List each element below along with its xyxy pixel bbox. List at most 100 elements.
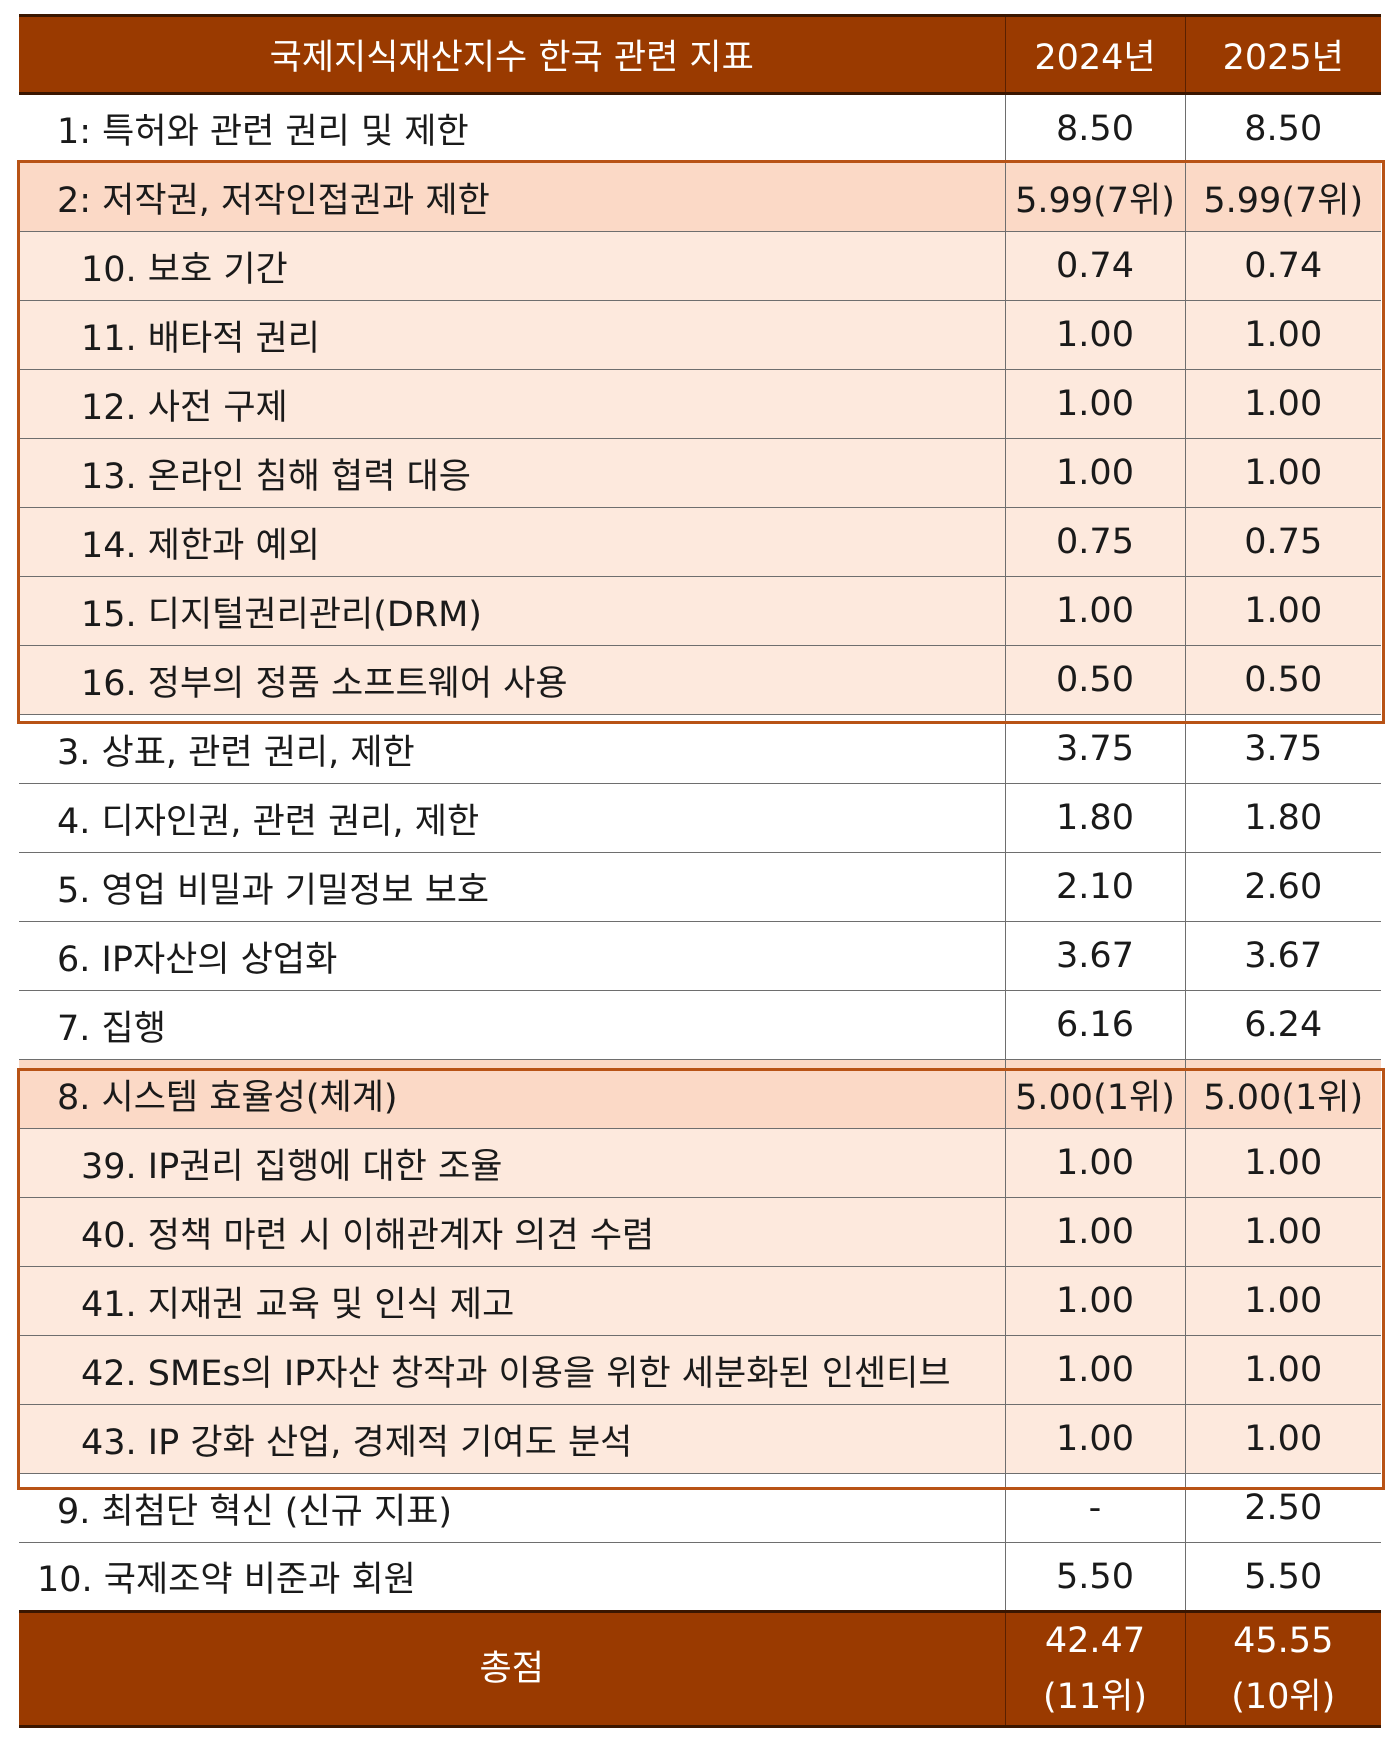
row-value-2025: 0.74 [1184, 231, 1381, 301]
row-value-2024: 1.00 [1004, 1266, 1185, 1336]
row-label: 41. 지재권 교육 및 인식 제고 [19, 1266, 1005, 1336]
row-value-2024: 1.00 [1004, 1197, 1185, 1267]
table-row: 9. 최첨단 혁신 (신규 지표) - 2.50 [19, 1473, 1381, 1543]
table-row: 14. 제한과 예외 0.75 0.75 [19, 507, 1381, 577]
table-row: 4. 디자인권, 관련 권리, 제한 1.80 1.80 [19, 783, 1381, 853]
row-value-2025: 0.50 [1184, 645, 1381, 715]
row-value-2025: 1.00 [1184, 1197, 1381, 1267]
row-label: 3. 상표, 관련 권리, 제한 [19, 714, 1005, 784]
row-value-2024: 3.75 [1004, 714, 1185, 784]
row-label: 6. IP자산의 상업화 [19, 921, 1005, 991]
table-row: 16. 정부의 정품 소프트웨어 사용 0.50 0.50 [19, 645, 1381, 715]
row-value-2024: 0.75 [1004, 507, 1185, 577]
row-label: 39. IP권리 집행에 대한 조율 [19, 1128, 1005, 1198]
table-row: 42. SMEs의 IP자산 창작과 이용을 위한 세분화된 인센티브 1.00… [19, 1335, 1381, 1405]
row-value-2024: 1.00 [1004, 1335, 1185, 1405]
row-label: 5. 영업 비밀과 기밀정보 보호 [19, 852, 1005, 922]
table-row: 12. 사전 구제 1.00 1.00 [19, 369, 1381, 439]
row-label: 8. 시스템 효율성(체계) [19, 1059, 1005, 1129]
row-value-2025: 1.00 [1184, 576, 1381, 646]
row-value-2025: 3.67 [1184, 921, 1381, 991]
row-label: 40. 정책 마련 시 이해관계자 의견 수렴 [19, 1197, 1005, 1267]
header-2024: 2024년 [1004, 14, 1185, 95]
row-label: 13. 온라인 침해 협력 대응 [19, 438, 1005, 508]
row-label: 10. 국제조약 비준과 회원 [19, 1542, 1005, 1612]
total-2024-rank: (11위) [1042, 1677, 1148, 1717]
table-row: 15. 디지털권리관리(DRM) 1.00 1.00 [19, 576, 1381, 646]
row-value-2025: 1.00 [1184, 438, 1381, 508]
table-row: 10. 국제조약 비준과 회원 5.50 5.50 [19, 1542, 1381, 1612]
row-label: 9. 최첨단 혁신 (신규 지표) [19, 1473, 1005, 1543]
row-value-2025: 1.00 [1184, 1404, 1381, 1474]
table-row: 39. IP권리 집행에 대한 조율 1.00 1.00 [19, 1128, 1381, 1198]
row-value-2025: 1.00 [1184, 1128, 1381, 1198]
row-value-2024: 1.00 [1004, 369, 1185, 439]
table-row: 3. 상표, 관련 권리, 제한 3.75 3.75 [19, 714, 1381, 784]
row-label: 4. 디자인권, 관련 권리, 제한 [19, 783, 1005, 853]
total-2025-score: 45.55 [1233, 1621, 1334, 1661]
row-value-2025: 1.00 [1184, 1335, 1381, 1405]
total-row: 총점 42.47 (11위) 45.55 (10위) [19, 1610, 1381, 1728]
row-value-2025: 6.24 [1184, 990, 1381, 1060]
row-label: 15. 디지털권리관리(DRM) [19, 576, 1005, 646]
total-2025: 45.55 (10위) [1184, 1610, 1381, 1728]
row-value-2025: 5.99(7위) [1184, 162, 1381, 232]
total-2024: 42.47 (11위) [1004, 1610, 1185, 1728]
row-value-2024: 2.10 [1004, 852, 1185, 922]
row-label: 42. SMEs의 IP자산 창작과 이용을 위한 세분화된 인센티브 [19, 1335, 1005, 1405]
row-value-2024: 8.50 [1004, 93, 1185, 163]
row-label: 10. 보호 기간 [19, 231, 1005, 301]
table-row: 5. 영업 비밀과 기밀정보 보호 2.10 2.60 [19, 852, 1381, 922]
row-value-2025: 5.00(1위) [1184, 1059, 1381, 1129]
total-2025-rank: (10위) [1231, 1677, 1336, 1717]
ip-index-table-container: 국제지식재산지수 한국 관련 지표 2024년 2025년 1: 특허와 관련 … [17, 14, 1385, 1728]
total-label: 총점 [19, 1610, 1005, 1728]
table-row: 11. 배타적 권리 1.00 1.00 [19, 300, 1381, 370]
row-value-2025: 2.50 [1184, 1473, 1381, 1543]
table-header-row: 국제지식재산지수 한국 관련 지표 2024년 2025년 [19, 14, 1381, 95]
row-value-2025: 1.00 [1184, 300, 1381, 370]
row-value-2024: 1.00 [1004, 1404, 1185, 1474]
row-value-2024: - [1004, 1473, 1185, 1543]
row-value-2024: 1.00 [1004, 1128, 1185, 1198]
table-row: 40. 정책 마련 시 이해관계자 의견 수렴 1.00 1.00 [19, 1197, 1381, 1267]
table-row: 41. 지재권 교육 및 인식 제고 1.00 1.00 [19, 1266, 1381, 1336]
row-value-2024: 5.00(1위) [1004, 1059, 1185, 1129]
table-row: 1: 특허와 관련 권리 및 제한 8.50 8.50 [19, 93, 1381, 163]
row-label: 1: 특허와 관련 권리 및 제한 [19, 93, 1005, 163]
table-row: 6. IP자산의 상업화 3.67 3.67 [19, 921, 1381, 991]
total-2024-score: 42.47 [1044, 1621, 1146, 1661]
row-value-2024: 5.99(7위) [1004, 162, 1185, 232]
header-2025: 2025년 [1184, 14, 1381, 95]
row-value-2025: 1.00 [1184, 1266, 1381, 1336]
table-row: 2: 저작권, 저작인접권과 제한 5.99(7위) 5.99(7위) [19, 162, 1381, 232]
row-label: 43. IP 강화 산업, 경제적 기여도 분석 [19, 1404, 1005, 1474]
row-value-2025: 5.50 [1184, 1542, 1381, 1612]
row-value-2024: 1.00 [1004, 300, 1185, 370]
row-value-2025: 0.75 [1184, 507, 1381, 577]
table-row: 7. 집행 6.16 6.24 [19, 990, 1381, 1060]
row-value-2024: 0.74 [1004, 231, 1185, 301]
row-label: 14. 제한과 예외 [19, 507, 1005, 577]
table-row: 43. IP 강화 산업, 경제적 기여도 분석 1.00 1.00 [19, 1404, 1381, 1474]
table-row: 8. 시스템 효율성(체계) 5.00(1위) 5.00(1위) [19, 1059, 1381, 1129]
row-value-2024: 1.80 [1004, 783, 1185, 853]
row-label: 16. 정부의 정품 소프트웨어 사용 [19, 645, 1005, 715]
row-value-2024: 1.00 [1004, 438, 1185, 508]
row-value-2024: 0.50 [1004, 645, 1185, 715]
header-indicator: 국제지식재산지수 한국 관련 지표 [19, 14, 1005, 95]
row-label: 2: 저작권, 저작인접권과 제한 [19, 162, 1005, 232]
row-value-2024: 1.00 [1004, 576, 1185, 646]
row-label: 11. 배타적 권리 [19, 300, 1005, 370]
row-label: 7. 집행 [19, 990, 1005, 1060]
row-value-2025: 8.50 [1184, 93, 1381, 163]
row-value-2024: 5.50 [1004, 1542, 1185, 1612]
row-value-2025: 3.75 [1184, 714, 1381, 784]
row-value-2024: 6.16 [1004, 990, 1185, 1060]
row-value-2025: 1.80 [1184, 783, 1381, 853]
table-row: 10. 보호 기간 0.74 0.74 [19, 231, 1381, 301]
row-value-2025: 1.00 [1184, 369, 1381, 439]
table-row: 13. 온라인 침해 협력 대응 1.00 1.00 [19, 438, 1381, 508]
row-value-2025: 2.60 [1184, 852, 1381, 922]
row-value-2024: 3.67 [1004, 921, 1185, 991]
